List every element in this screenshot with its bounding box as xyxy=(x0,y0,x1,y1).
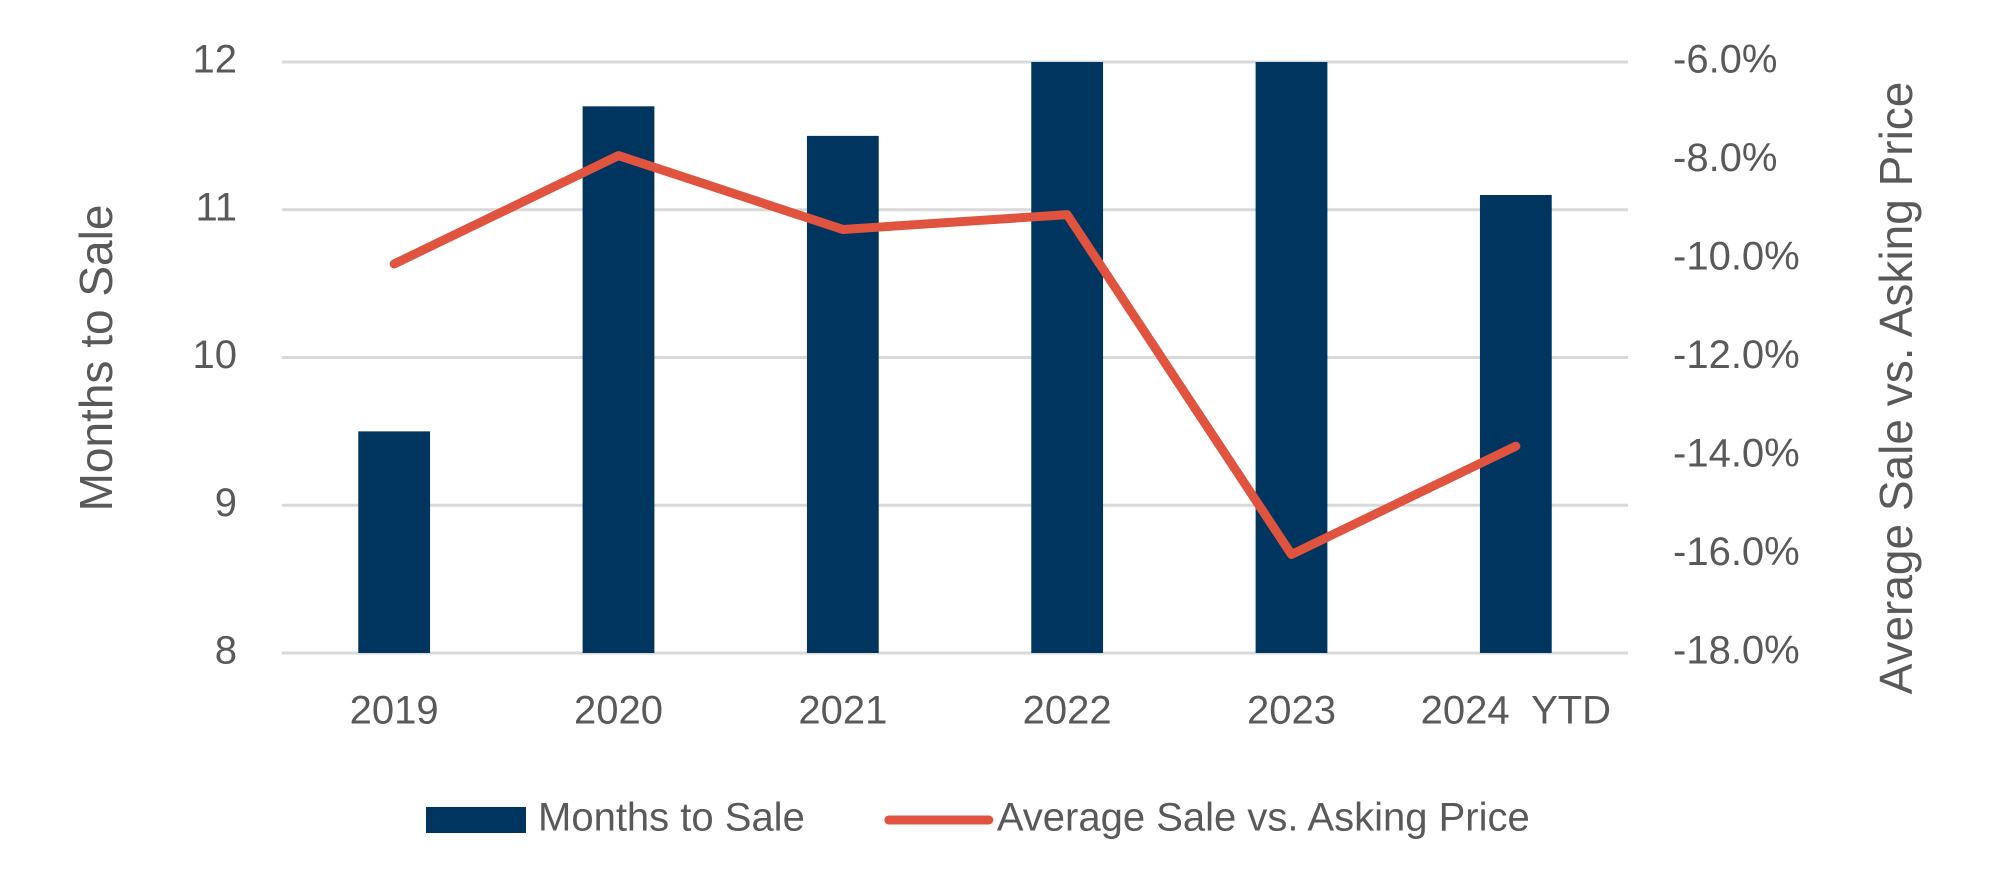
x-tick-label: 2024 YTD xyxy=(1421,689,1612,733)
y-tick-label: 11 xyxy=(195,185,237,229)
y2-tick-label: -6.0% xyxy=(1673,38,1778,82)
legend-label: Months to Sale xyxy=(538,796,805,840)
y2-tick-label: -16.0% xyxy=(1673,530,1800,574)
y2-tick-label: -8.0% xyxy=(1673,136,1778,180)
bar xyxy=(582,106,655,653)
bar xyxy=(1255,62,1328,653)
y-tick-label: 8 xyxy=(215,629,237,673)
y2-tick-label: -12.0% xyxy=(1673,333,1800,377)
y-tick-label: 9 xyxy=(215,481,237,525)
x-tick-label: 2023 xyxy=(1247,689,1336,733)
line xyxy=(389,151,1521,559)
x-tick-label: 2021 xyxy=(798,689,887,733)
x-tick-label: 2022 xyxy=(1023,689,1112,733)
bar xyxy=(806,135,879,653)
legend-swatch xyxy=(426,807,526,833)
y-tick-label: 10 xyxy=(193,333,238,377)
y-axis-title: Months to Sale xyxy=(70,205,122,512)
bar xyxy=(1479,194,1552,653)
legend-label: Average Sale vs. Asking Price xyxy=(997,796,1530,840)
y2-tick-label: -18.0% xyxy=(1673,629,1800,673)
y-tick-label: 12 xyxy=(193,38,238,82)
y2-tick-label: -10.0% xyxy=(1673,235,1800,279)
x-tick-label: 2020 xyxy=(574,689,663,733)
y2-axis-title: Average Sale vs. Asking Price xyxy=(1870,82,1922,695)
bar xyxy=(1031,62,1104,653)
y2-tick-label: -14.0% xyxy=(1673,432,1800,476)
bar xyxy=(358,431,431,653)
x-tick-label: 2019 xyxy=(350,689,439,733)
